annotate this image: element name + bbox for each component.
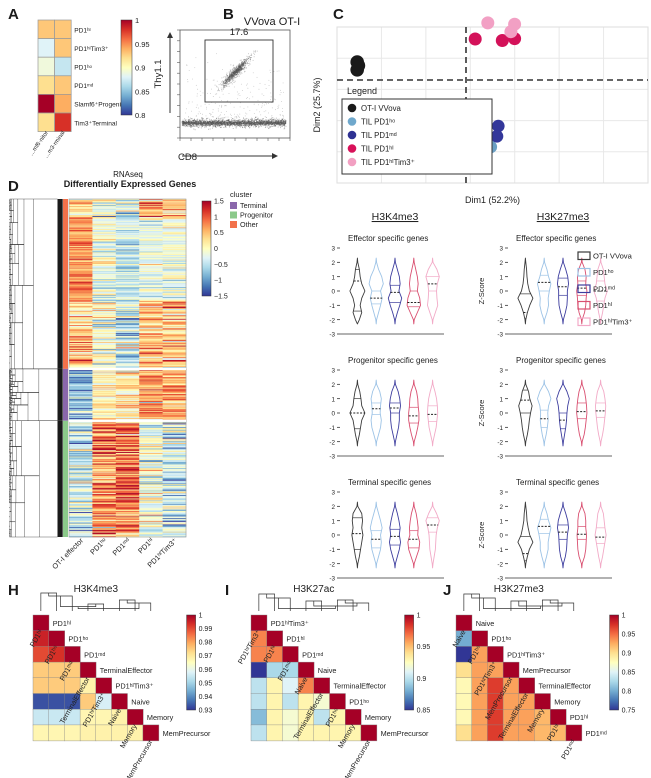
svg-text:Tim3⁺Terminal: Tim3⁺Terminal bbox=[74, 120, 117, 127]
svg-text:PD1ʰᴵ: PD1ʰᴵ bbox=[74, 27, 90, 34]
svg-text:0.85: 0.85 bbox=[135, 87, 150, 96]
svg-text:1: 1 bbox=[135, 16, 139, 25]
svg-text:Dim1 (52.2%): Dim1 (52.2%) bbox=[465, 195, 520, 205]
svg-text:TIL PD1ʰᴵ: TIL PD1ʰᴵ bbox=[361, 145, 394, 154]
svg-text:0.8: 0.8 bbox=[135, 111, 145, 120]
svg-text:Dim2 (25.7%): Dim2 (25.7%) bbox=[312, 77, 322, 132]
svg-text:CD8: CD8 bbox=[178, 152, 197, 163]
svg-text:TIL PD1ʰᵒ: TIL PD1ʰᵒ bbox=[361, 118, 395, 127]
svg-text:0.95: 0.95 bbox=[135, 40, 150, 49]
svg-text:0.9: 0.9 bbox=[135, 64, 145, 73]
svg-text:TIL PD1ʰᴵTim3⁺: TIL PD1ʰᴵTim3⁺ bbox=[361, 158, 415, 167]
svg-text:PD1ᵐᵈ: PD1ᵐᵈ bbox=[74, 83, 94, 90]
svg-text:OT-I VVova: OT-I VVova bbox=[361, 104, 402, 113]
svg-text:17.6: 17.6 bbox=[230, 27, 249, 38]
svg-text:Thy1.1: Thy1.1 bbox=[153, 59, 164, 88]
svg-text:Legend: Legend bbox=[347, 86, 377, 96]
svg-text:TIL PD1ᵐᵈ: TIL PD1ᵐᵈ bbox=[361, 131, 397, 140]
svg-text:PD1ʰᴵTim3⁺: PD1ʰᴵTim3⁺ bbox=[74, 46, 109, 53]
svg-text:PD1ʰᵒ: PD1ʰᵒ bbox=[74, 65, 92, 72]
